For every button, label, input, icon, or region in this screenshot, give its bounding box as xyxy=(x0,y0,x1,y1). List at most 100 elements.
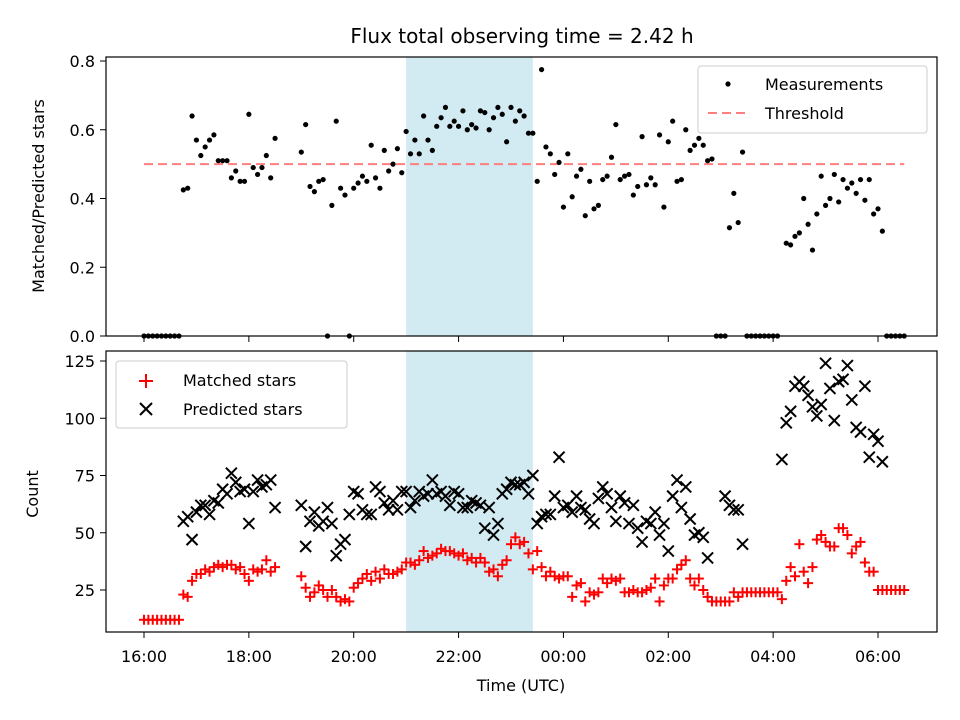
measurement-point xyxy=(329,202,335,208)
matched-stars-point xyxy=(523,548,534,559)
measurement-point xyxy=(333,118,339,124)
legend-measurements-label: Measurements xyxy=(765,75,883,94)
matched-stars-point xyxy=(313,580,324,591)
measurement-point xyxy=(849,180,855,186)
matched-stars-point xyxy=(689,580,700,591)
predicted-stars-point xyxy=(526,469,540,482)
matched-stars-point xyxy=(811,534,822,545)
measurement-point xyxy=(560,204,567,210)
measurement-point xyxy=(372,175,379,181)
measurement-point xyxy=(211,132,217,138)
measurement-point xyxy=(228,175,234,181)
predicted-stars-point xyxy=(780,416,793,430)
measurement-point xyxy=(224,158,230,164)
matched-stars-point xyxy=(637,587,648,598)
bottom-legend: Matched stars Predicted stars xyxy=(115,360,348,429)
x-axis-title: Time (UTC) xyxy=(476,676,565,695)
predicted-stars-point xyxy=(784,405,797,418)
predicted-stars-point xyxy=(539,508,553,521)
measurement-point xyxy=(831,171,837,178)
matched-stars-point xyxy=(243,575,254,586)
predicted-stars-point xyxy=(670,473,684,487)
measurement-point xyxy=(381,147,387,153)
measurement-point xyxy=(259,164,265,171)
matched-stars-point xyxy=(457,548,468,559)
top-panel: 0.00.20.40.60.8 Matched/Predicted stars … xyxy=(29,52,938,346)
measurement-point xyxy=(394,146,401,152)
matched-stars-point xyxy=(409,559,420,570)
measurement-point xyxy=(648,175,654,181)
matched-stars-point xyxy=(589,589,600,600)
bottom-y-tick-label: 125 xyxy=(64,352,95,371)
predicted-stars-point xyxy=(461,501,474,514)
predicted-stars-point xyxy=(810,409,824,423)
predicted-stars-point xyxy=(644,517,658,530)
measurement-point xyxy=(735,219,741,226)
predicted-stars-point xyxy=(552,450,566,464)
matched-stars-point xyxy=(575,578,586,589)
predicted-stars-point xyxy=(360,508,374,521)
measurement-point xyxy=(342,192,348,198)
matched-stars-point xyxy=(488,564,499,575)
measurement-point xyxy=(499,111,505,117)
matched-stars-point xyxy=(195,568,206,579)
matched-stars-point xyxy=(580,596,591,607)
measurement-point xyxy=(320,176,326,183)
matched-stars-point xyxy=(204,566,215,577)
predicted-stars-point xyxy=(775,453,789,466)
matched-stars-point xyxy=(326,585,337,595)
predicted-stars-point xyxy=(474,499,487,512)
measurement-point xyxy=(504,139,510,145)
predicted-stars-point xyxy=(395,485,408,498)
matched-stars-point xyxy=(693,573,704,584)
measurement-point xyxy=(530,130,536,136)
measurement-point xyxy=(783,240,789,246)
matched-stars-point xyxy=(366,575,377,586)
measurement-point xyxy=(862,197,868,203)
measurement-point xyxy=(517,108,523,114)
predicted-stars-point xyxy=(701,551,714,565)
matched-stars-point xyxy=(270,562,281,573)
matched-stars-point xyxy=(794,539,805,550)
measurement-point xyxy=(652,182,658,188)
predicted-stars-point xyxy=(727,503,741,517)
top-legend-box xyxy=(697,65,928,134)
matched-stars-point xyxy=(492,571,503,582)
measurement-point xyxy=(490,115,497,121)
measurement-point xyxy=(447,123,453,129)
measurement-point xyxy=(665,139,671,145)
matched-stars-point xyxy=(339,594,350,605)
measurement-point xyxy=(796,230,802,236)
matched-stars-point xyxy=(422,552,433,563)
measurement-point xyxy=(198,152,204,159)
measurement-point xyxy=(822,202,829,208)
measurement-point xyxy=(482,109,488,116)
bottom-y-axis-title: Count xyxy=(23,470,42,518)
matched-stars-point xyxy=(471,557,482,568)
matched-stars-point xyxy=(405,557,416,568)
measurement-point xyxy=(683,127,689,133)
predicted-stars-point xyxy=(338,533,352,546)
matched-stars-point xyxy=(606,573,617,584)
measurement-point xyxy=(840,176,846,183)
predicted-stars-point xyxy=(487,528,500,542)
predicted-stars-point xyxy=(509,478,522,491)
bottom-y-tick-label: 100 xyxy=(64,409,95,428)
measurement-point xyxy=(486,127,492,133)
predicted-stars-point xyxy=(845,393,858,407)
predicted-stars-point xyxy=(426,473,439,487)
measurement-point xyxy=(307,183,313,190)
measurement-point xyxy=(250,164,256,171)
predicted-stars-point xyxy=(544,508,557,521)
matched-stars-point xyxy=(353,578,364,589)
matched-stars-point xyxy=(331,591,342,602)
measurement-point xyxy=(674,178,680,184)
predicted-stars-point xyxy=(190,505,203,519)
matched-stars-point xyxy=(418,546,429,557)
predicted-stars-point xyxy=(351,487,365,501)
measurement-point xyxy=(386,168,392,174)
legend-matched-marker xyxy=(139,374,153,388)
matched-stars-point xyxy=(554,573,565,584)
matched-stars-point xyxy=(698,585,709,595)
measurement-points xyxy=(141,66,907,339)
